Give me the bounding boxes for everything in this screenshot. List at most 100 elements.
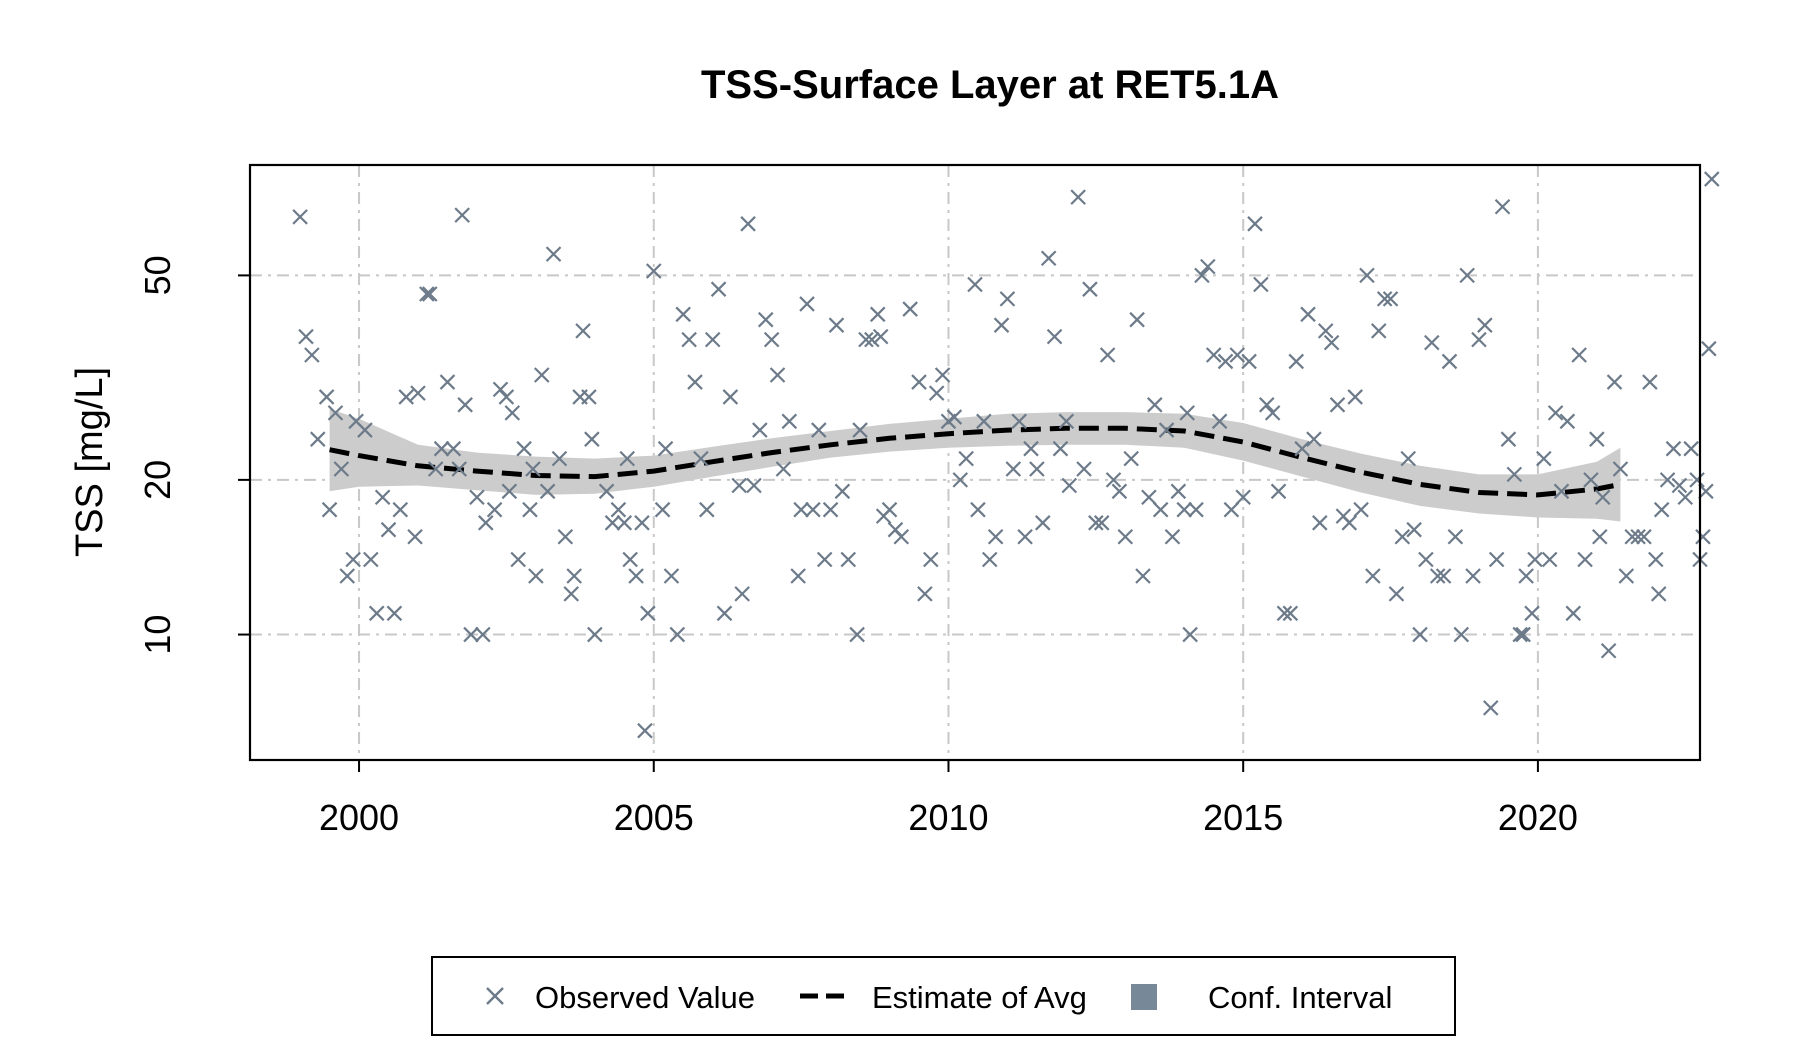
observed-point (504, 405, 521, 421)
observed-point (510, 551, 526, 568)
x-tick-label-2015: 2015 (1203, 797, 1283, 838)
observed-point (967, 276, 983, 293)
observed-point (981, 551, 998, 568)
observed-point (675, 306, 692, 323)
observed-point (1123, 450, 1139, 467)
observed-point (987, 528, 1004, 545)
observed-point (799, 296, 815, 312)
observed-point (805, 501, 821, 518)
observed-point (533, 367, 550, 383)
observed-point (427, 461, 444, 477)
observed-point (1650, 586, 1667, 602)
observed-point (1017, 528, 1033, 545)
observed-point (763, 331, 780, 348)
observed-point (1424, 334, 1440, 351)
observed-point (917, 586, 933, 602)
observed-point (566, 568, 582, 584)
observed-point (946, 409, 963, 425)
observed-point (498, 389, 515, 405)
observed-point (1453, 626, 1470, 643)
observed-point (628, 568, 644, 584)
observed-point (1117, 528, 1134, 545)
observed-point (1477, 317, 1493, 333)
observed-point (1058, 413, 1075, 430)
observed-point (339, 568, 356, 584)
observed-point (1659, 472, 1676, 488)
confidence-band (329, 408, 1621, 522)
estimate-line-layer (329, 425, 1621, 498)
observed-point (1179, 405, 1195, 421)
observed-point (752, 422, 768, 438)
observed-point (911, 374, 927, 390)
observed-point (1689, 472, 1705, 488)
observed-point (1129, 311, 1145, 328)
observed-point (1553, 483, 1570, 500)
observed-point (457, 397, 473, 413)
observed-point (710, 281, 727, 297)
observed-point (1217, 353, 1234, 370)
observed-point (1559, 413, 1576, 430)
observed-point (1365, 568, 1381, 584)
observed-point (834, 483, 851, 500)
observed-point (1082, 281, 1098, 297)
observed-point (999, 291, 1016, 307)
observed-point (869, 306, 886, 323)
observed-point (816, 551, 833, 568)
observed-point (1111, 483, 1128, 500)
observed-point (1152, 501, 1169, 518)
observed-point (881, 501, 898, 518)
observed-point (587, 626, 603, 643)
observed-point (1323, 334, 1340, 351)
observed-point (663, 568, 680, 584)
observed-point (1500, 431, 1517, 447)
observed-point (1264, 405, 1281, 421)
observed-point (669, 626, 686, 643)
observed-point (604, 515, 621, 531)
observed-point (1341, 515, 1358, 531)
legend-box (431, 956, 1456, 1036)
observed-point (740, 216, 756, 232)
observed-point (1518, 568, 1534, 584)
x-tick-label-2005: 2005 (614, 797, 694, 838)
observed-point (1223, 501, 1240, 518)
observed-point (1329, 397, 1346, 413)
observed-point (1105, 472, 1122, 488)
observed-point (421, 286, 438, 302)
legend-label-observed: Observed Value (535, 980, 755, 1015)
observed-point (622, 551, 638, 568)
observed-point (1412, 626, 1428, 643)
observed-point (410, 385, 426, 401)
observed-point (486, 501, 503, 518)
observed-point (746, 477, 762, 494)
observed-point (731, 477, 748, 494)
observed-point (1088, 515, 1104, 531)
x-axis: 2000 2005 2010 2015 2020 (319, 760, 1578, 838)
observed-point (893, 528, 910, 545)
observed-point (1418, 551, 1434, 568)
observed-point (539, 483, 556, 500)
observed-point (557, 528, 574, 545)
observed-point (1005, 461, 1022, 477)
observed-point (1701, 340, 1717, 357)
observed-point (392, 501, 409, 518)
observed-point (407, 528, 423, 545)
observed-point (298, 328, 314, 345)
observed-point (1164, 528, 1181, 545)
observed-point (1494, 199, 1511, 215)
observed-point (616, 515, 633, 531)
observed-point (551, 450, 568, 467)
observed-point (637, 722, 653, 739)
observed-point (1170, 483, 1187, 500)
y-tick-label-20: 20 (137, 460, 178, 500)
observed-point (1642, 374, 1658, 390)
observed-point (790, 568, 806, 584)
observed-point (1388, 586, 1405, 602)
observed-point (1406, 521, 1422, 538)
observed-point (1317, 323, 1334, 339)
observed-point (1070, 189, 1086, 205)
observed-point (1471, 331, 1487, 348)
observed-point (445, 440, 462, 457)
observed-point (1294, 440, 1310, 457)
legend-marker-ci (1131, 984, 1157, 1010)
